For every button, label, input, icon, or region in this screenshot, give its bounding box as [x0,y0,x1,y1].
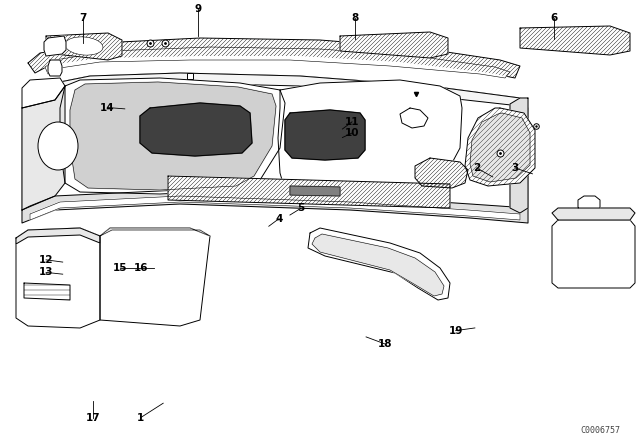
Polygon shape [44,36,66,56]
Polygon shape [46,33,122,60]
Text: C0006757: C0006757 [580,426,620,435]
Polygon shape [70,82,276,190]
Polygon shape [415,158,468,188]
Polygon shape [285,110,365,160]
Polygon shape [100,228,210,236]
Text: 4: 4 [275,214,283,224]
Polygon shape [308,228,450,300]
Polygon shape [520,26,630,55]
Text: 8: 8 [351,13,359,23]
Polygon shape [168,176,450,208]
Polygon shape [100,228,210,326]
Text: 16: 16 [134,263,148,273]
Polygon shape [140,103,252,156]
Text: 11: 11 [345,117,359,127]
Polygon shape [45,47,510,78]
Ellipse shape [38,122,78,170]
Text: 13: 13 [39,267,53,277]
Polygon shape [415,158,468,188]
Polygon shape [16,228,100,328]
Polygon shape [48,60,62,76]
Text: 18: 18 [378,339,392,349]
Ellipse shape [65,37,103,55]
Polygon shape [278,80,462,194]
Text: 1: 1 [137,413,145,422]
Polygon shape [22,86,65,210]
Polygon shape [22,78,65,108]
Polygon shape [46,33,122,60]
Polygon shape [16,228,100,244]
Polygon shape [22,190,528,223]
Polygon shape [22,73,528,213]
Text: 15: 15 [113,263,127,273]
Text: 12: 12 [39,255,53,265]
Text: 17: 17 [86,413,100,422]
Polygon shape [168,176,450,208]
Polygon shape [28,38,520,78]
Polygon shape [24,283,70,300]
Polygon shape [578,196,600,208]
Text: 3: 3 [511,163,519,173]
Text: 2: 2 [473,163,481,173]
Text: 7: 7 [79,13,87,23]
Text: 19: 19 [449,326,463,336]
Polygon shape [465,108,535,186]
Polygon shape [28,38,520,78]
Polygon shape [400,108,428,128]
Polygon shape [520,26,630,55]
Polygon shape [312,234,444,296]
Polygon shape [552,220,635,288]
Polygon shape [465,108,535,186]
Polygon shape [470,113,530,182]
Polygon shape [552,208,635,220]
Polygon shape [290,186,340,196]
Text: 6: 6 [550,13,557,23]
Text: 14: 14 [100,103,115,112]
Polygon shape [60,78,285,194]
Polygon shape [510,98,528,213]
Text: 5: 5 [297,203,305,213]
Text: 9: 9 [195,4,202,14]
Polygon shape [30,73,520,106]
Text: 10: 10 [345,128,359,138]
Polygon shape [24,283,70,300]
Polygon shape [340,32,448,58]
Polygon shape [340,32,448,58]
Polygon shape [30,196,520,220]
